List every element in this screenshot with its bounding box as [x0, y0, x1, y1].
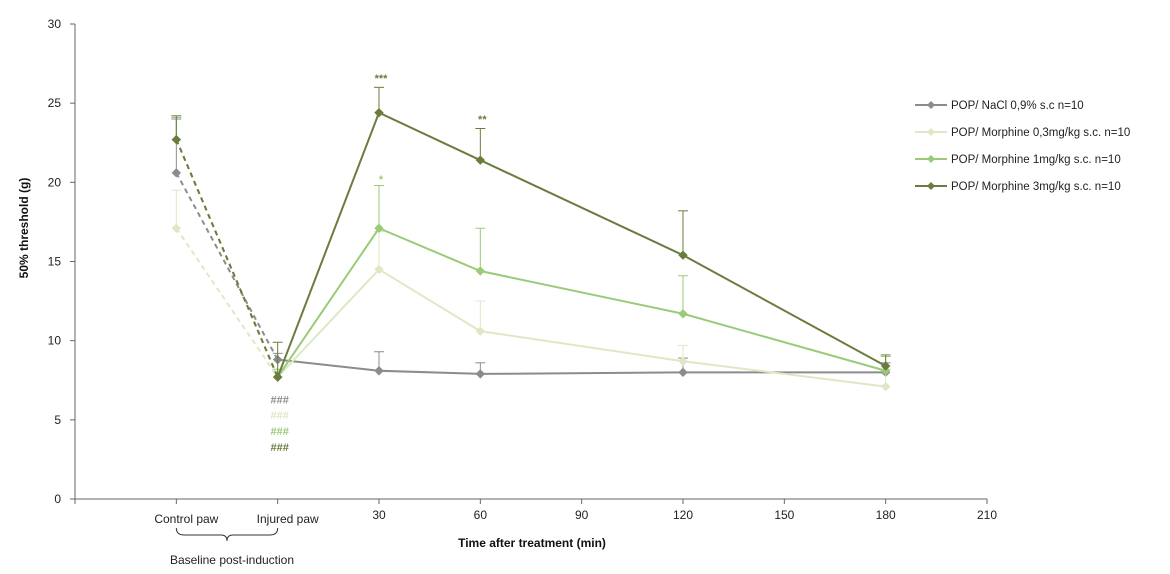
series-baseline-line	[175, 172, 279, 361]
legend: POP/ NaCl 0,9% s.c n=10 POP/ Morphine 0,3…	[915, 100, 1130, 193]
data-point	[171, 134, 182, 145]
data-point	[880, 381, 891, 392]
series-group	[171, 86, 891, 392]
y-tick-label: 25	[48, 96, 62, 110]
x-tick-label: 60	[474, 508, 488, 522]
legend-swatch-marker	[927, 101, 935, 109]
y-axis-title: 50% threshold (g)	[17, 178, 31, 279]
x-tick-label: 90	[575, 508, 589, 522]
x-tick-label: 30	[372, 508, 386, 522]
baseline-labels: Control paw Injured paw Baseline post-indu…	[154, 512, 319, 567]
legend-item: POP/ Morphine 3mg/kg s.c. n=10	[915, 181, 1121, 193]
series-line	[276, 227, 886, 378]
data-point	[374, 107, 384, 118]
significance-annotation: *	[379, 174, 384, 186]
baseline-category-label: Control paw	[154, 512, 218, 526]
legend-item: POP/ Morphine 0,3mg/kg s.c. n=10	[915, 127, 1130, 139]
significance-annotation: ###	[270, 410, 288, 422]
x-tick-label: 210	[977, 508, 997, 522]
significance-annotation: ###	[270, 394, 288, 406]
data-point	[475, 155, 486, 165]
x-ticks: 30 60 90 120 150 180 210	[74, 499, 997, 522]
data-point	[374, 264, 384, 275]
legend-swatch-marker	[927, 155, 935, 163]
baseline-category-label: Injured paw	[257, 512, 319, 526]
legend-swatch-marker	[927, 128, 935, 136]
series-2	[171, 116, 891, 382]
series-baseline-line	[175, 227, 279, 378]
data-point	[272, 372, 283, 382]
data-point	[678, 356, 688, 366]
significance-annotation: ###	[270, 442, 288, 454]
y-tick-label: 15	[48, 255, 62, 269]
legend-label: POP/ Morphine 1mg/kg s.c. n=10	[951, 154, 1121, 166]
y-tick-label: 20	[48, 175, 62, 189]
significance-annotation: ###	[270, 426, 288, 438]
significance-annotation: **	[478, 114, 487, 126]
data-point	[880, 366, 891, 376]
y-tick-label: 5	[54, 413, 61, 427]
data-point	[475, 326, 486, 336]
data-point	[678, 309, 688, 319]
legend-label: POP/ Morphine 0,3mg/kg s.c. n=10	[951, 127, 1130, 139]
series-3	[171, 86, 891, 382]
axes	[74, 24, 987, 500]
significance-annotation: ***	[375, 73, 389, 85]
y-tick-label: 0	[54, 492, 61, 506]
baseline-group-label: Baseline post-induction	[170, 553, 294, 567]
y-tick-label: 30	[48, 17, 62, 31]
data-point	[374, 223, 384, 233]
annotations: ############******	[270, 73, 487, 454]
data-point	[171, 223, 182, 233]
legend-item: POP/ NaCl 0,9% s.c n=10	[915, 100, 1084, 112]
x-axis-title: Time after treatment (min)	[458, 536, 606, 550]
data-point	[374, 366, 384, 376]
legend-item: POP/ Morphine 1mg/kg s.c. n=10	[915, 154, 1121, 166]
data-point	[475, 266, 486, 276]
baseline-brace	[175, 527, 279, 542]
x-tick-label: 180	[876, 508, 896, 522]
data-point	[475, 369, 486, 379]
data-point	[678, 250, 688, 260]
legend-label: POP/ NaCl 0,9% s.c n=10	[951, 100, 1084, 112]
x-tick-label: 150	[774, 508, 794, 522]
series-line	[277, 358, 886, 375]
x-tick-label: 120	[673, 508, 693, 522]
data-point	[880, 361, 891, 371]
legend-label: POP/ Morphine 3mg/kg s.c. n=10	[951, 181, 1121, 193]
data-point	[678, 367, 688, 378]
y-tick-label: 10	[48, 334, 62, 348]
y-ticks: 0 5 10 15 20 25 30	[48, 17, 75, 506]
legend-swatch-marker	[927, 182, 935, 190]
series-baseline-line	[175, 139, 279, 378]
data-point	[171, 168, 182, 178]
